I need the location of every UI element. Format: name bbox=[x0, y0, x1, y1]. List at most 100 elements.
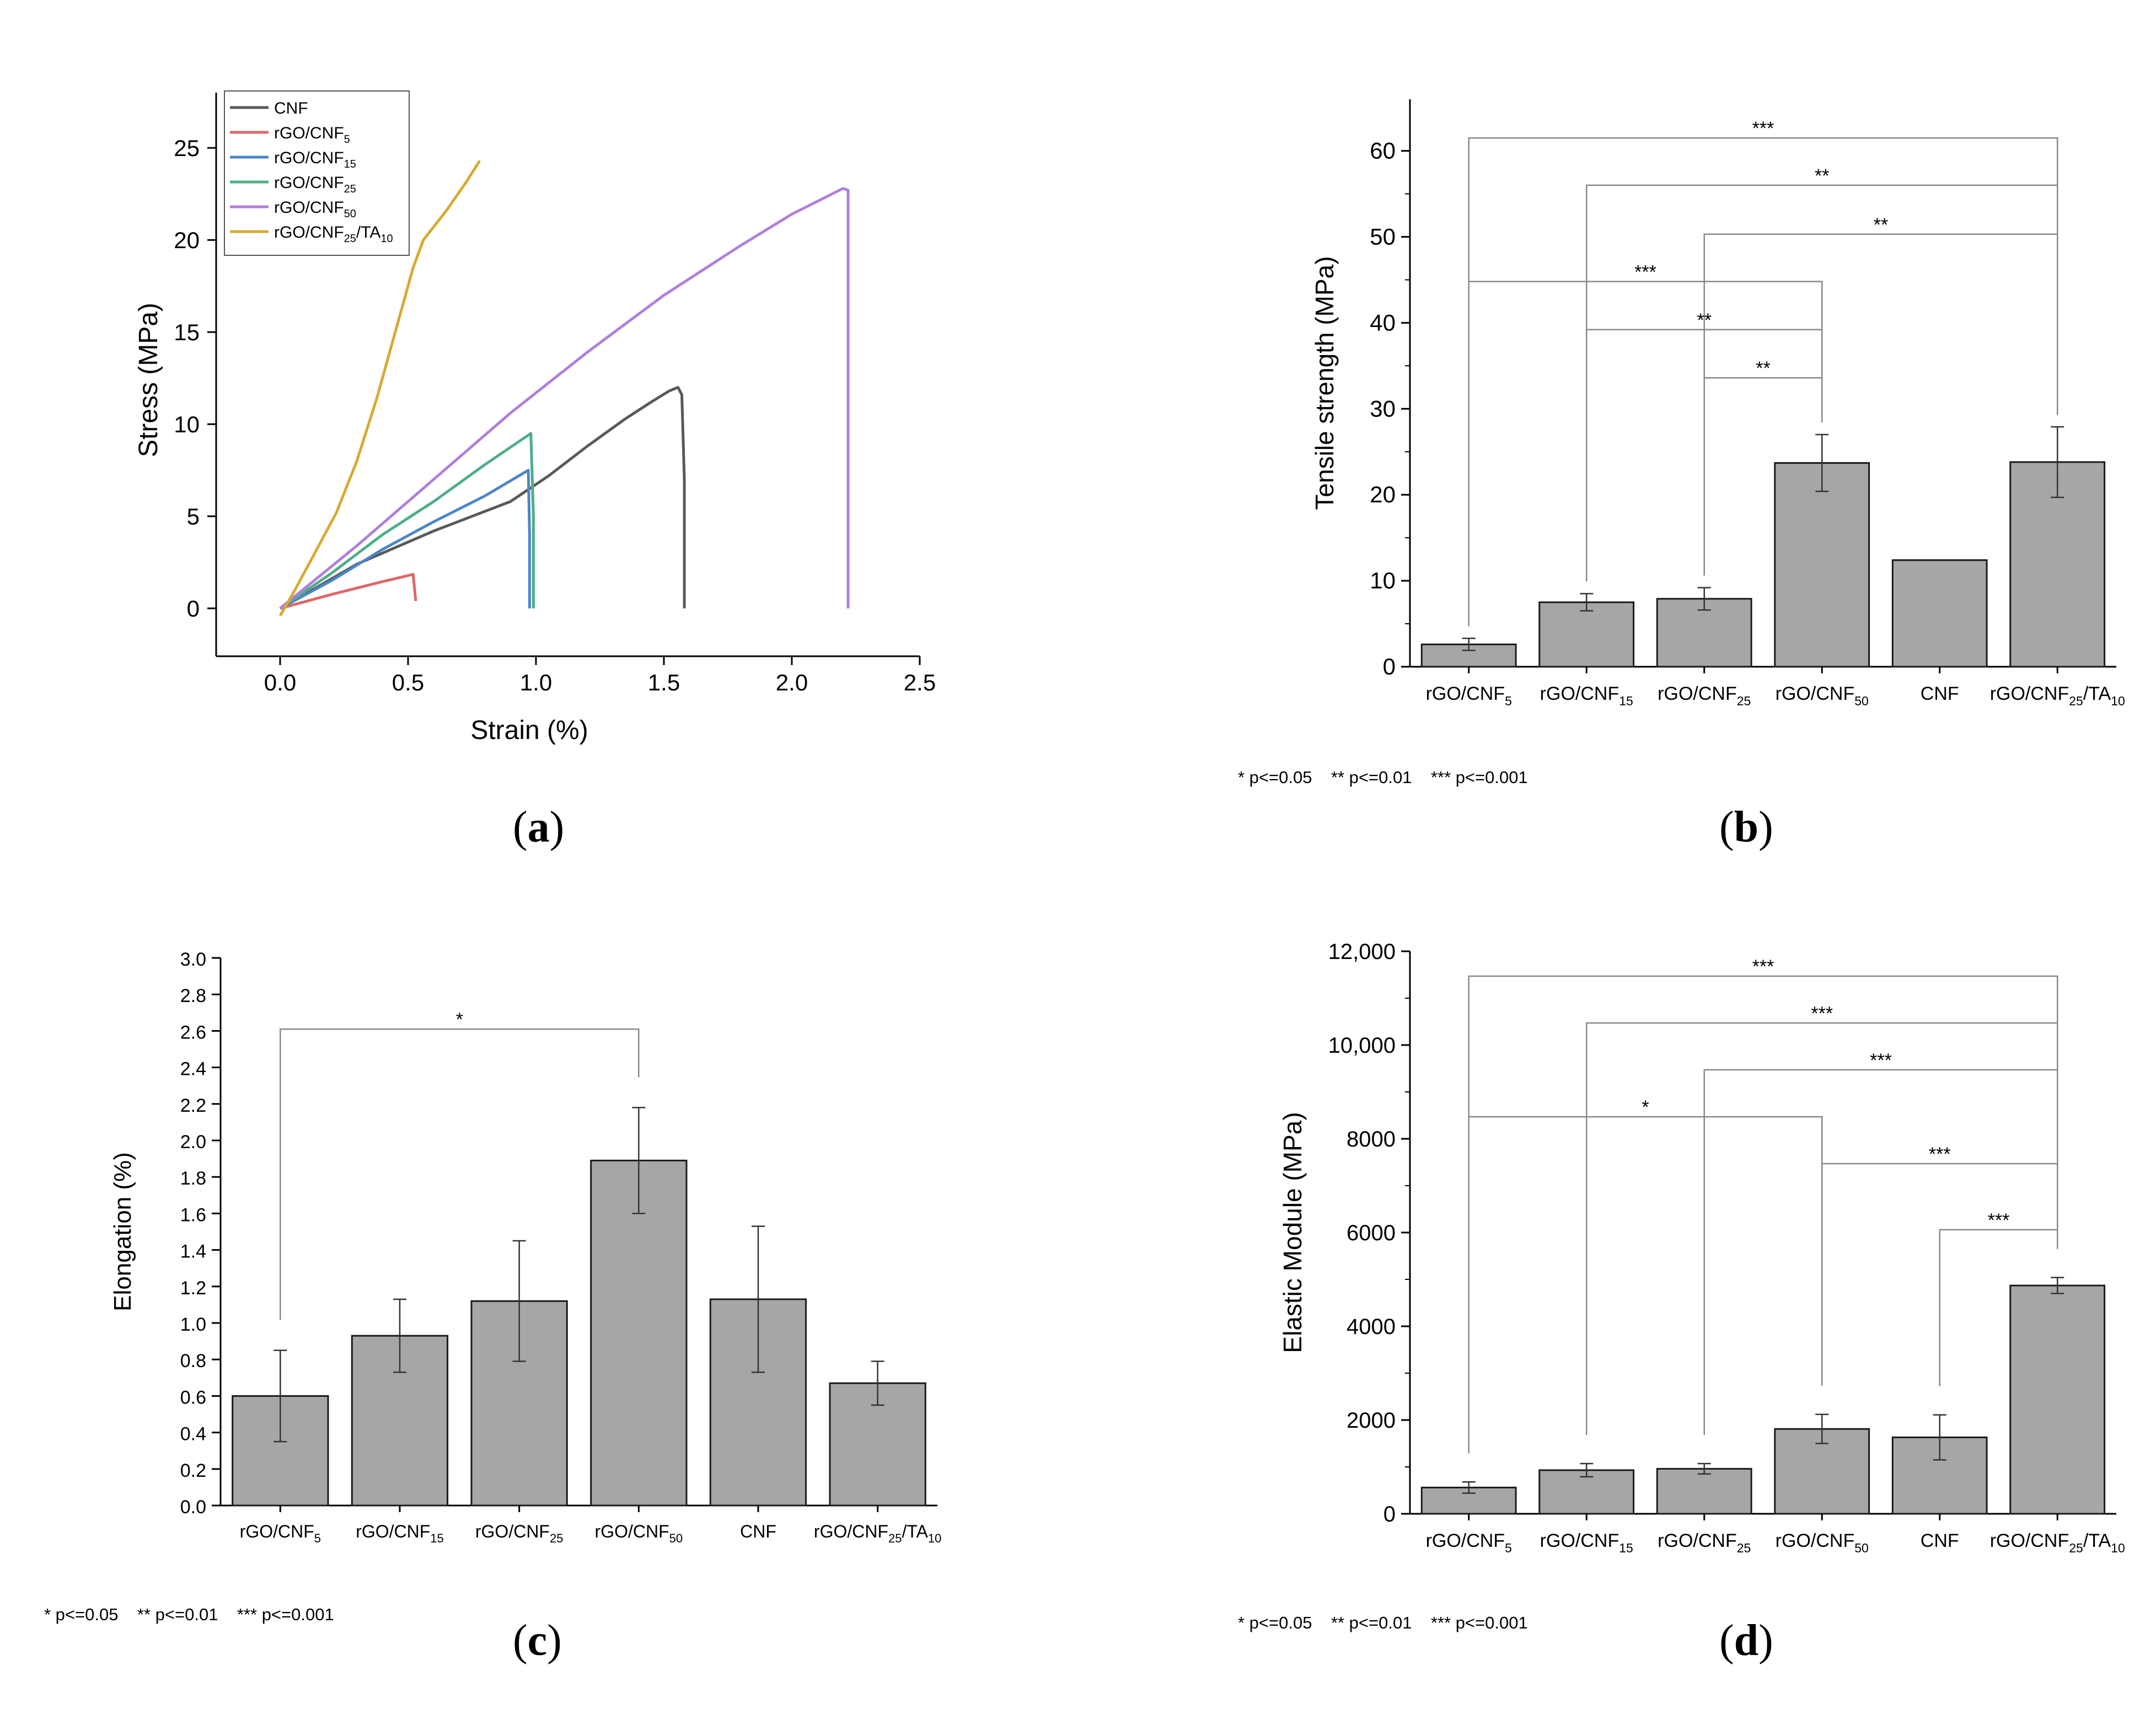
significance-bracket-3 bbox=[1468, 1116, 1823, 1454]
legend-entry-4: rGO/CNF50 bbox=[274, 199, 356, 220]
y-tick-label: 10 bbox=[1370, 567, 1396, 593]
y-tick-label: 0 bbox=[187, 596, 200, 622]
significance-label-5: ** bbox=[1756, 358, 1770, 379]
panel-b-tensile-strength-chart: 0 10 20 30 40 50 60 rGO/CNF5 rGO/CNF15 rGO/CNF25 r… bbox=[1310, 99, 2125, 708]
y-tick-label: 1.0 bbox=[180, 1314, 206, 1335]
series-line-1 bbox=[280, 572, 417, 610]
y-tick-label: 40 bbox=[1370, 309, 1396, 335]
bar-5 bbox=[2009, 1284, 2106, 1515]
y-tick-label: 10 bbox=[174, 411, 200, 437]
significance-label-2: *** bbox=[1870, 1050, 1892, 1071]
y-tick-label: 2.8 bbox=[180, 985, 206, 1006]
significance-bracket-0 bbox=[280, 1028, 640, 1320]
panel-d-elastic-module-chart: 0 2000 4000 6000 8000 10,000 12,000 rGO/CNF5 rGO… bbox=[1278, 940, 2125, 1555]
category-label-1: rGO/CNF15 bbox=[356, 1522, 444, 1545]
significance-label-4: ** bbox=[1697, 310, 1712, 331]
legend-entry-1: rGO/CNF5 bbox=[274, 124, 350, 146]
category-label-1: rGO/CNF15 bbox=[1540, 683, 1633, 708]
series-line-5 bbox=[278, 160, 481, 617]
y-tick-label: 1.2 bbox=[180, 1278, 206, 1299]
y-tick-label: 5 bbox=[187, 503, 200, 529]
legend-entry-3: rGO/CNF25 bbox=[274, 174, 356, 195]
legend-entry-2: rGO/CNF15 bbox=[274, 149, 356, 170]
bar-1 bbox=[1538, 601, 1635, 668]
y-axis-label: Elastic Module (MPa) bbox=[1278, 1112, 1307, 1353]
category-label-4: CNF bbox=[740, 1522, 776, 1541]
y-tick-label: 20 bbox=[1370, 481, 1396, 507]
series-line-3 bbox=[279, 432, 535, 610]
significance-legend-c: * p<=0.05 ** p<=0.01 *** p<=0.001 bbox=[44, 1605, 334, 1624]
x-tick-label: 1.0 bbox=[520, 669, 552, 695]
panel-label-c: (c) bbox=[513, 1616, 562, 1665]
category-label-2: rGO/CNF25 bbox=[1658, 1530, 1751, 1555]
x-axis-label: Strain (%) bbox=[470, 716, 588, 745]
significance-label-2: ** bbox=[1874, 215, 1888, 235]
significance-bracket-2 bbox=[1703, 233, 2058, 576]
y-tick-label: 0.0 bbox=[180, 1497, 206, 1518]
category-label-5: rGO/CNF25/TA10 bbox=[1990, 683, 2125, 708]
y-tick-label: 6000 bbox=[1347, 1221, 1396, 1245]
y-tick-label: 25 bbox=[174, 135, 200, 161]
y-tick-label: 2000 bbox=[1347, 1408, 1396, 1433]
significance-label-0: * bbox=[456, 1009, 463, 1030]
panel-a-stress-strain-chart: 0 5 10 15 20 25 0.0 0.5 1.0 1.5 2.0 2.5 Strain (%) St… bbox=[134, 90, 936, 745]
y-tick-label: 8000 bbox=[1347, 1127, 1396, 1151]
category-label-4: CNF bbox=[1921, 683, 1959, 704]
y-tick-label: 2.4 bbox=[180, 1059, 206, 1080]
significance-label-4: *** bbox=[1929, 1144, 1951, 1165]
category-label-4: CNF bbox=[1921, 1530, 1959, 1551]
y-tick-label: 0.2 bbox=[180, 1460, 206, 1481]
y-axis-label: Stress (MPa) bbox=[134, 303, 163, 457]
y-tick-label: 15 bbox=[174, 319, 200, 345]
panel-label-d: (d) bbox=[1719, 1616, 1773, 1665]
y-tick-label: 4000 bbox=[1347, 1315, 1396, 1339]
y-tick-label: 20 bbox=[174, 227, 200, 253]
category-label-3: rGO/CNF50 bbox=[1776, 1530, 1869, 1555]
x-tick-label: 1.5 bbox=[648, 669, 680, 695]
legend-box bbox=[224, 90, 410, 256]
significance-label-1: ** bbox=[1815, 165, 1829, 186]
category-label-3: rGO/CNF50 bbox=[595, 1522, 683, 1545]
significance-bracket-5 bbox=[1939, 1229, 2058, 1386]
significance-bracket-2 bbox=[1703, 1069, 2058, 1435]
y-tick-label: 12,000 bbox=[1328, 940, 1396, 964]
legend-entry-5: rGO/CNF25/TA10 bbox=[274, 223, 393, 245]
y-tick-label: 1.6 bbox=[180, 1204, 206, 1225]
category-label-0: rGO/CNF5 bbox=[240, 1522, 321, 1545]
category-label-2: rGO/CNF25 bbox=[1658, 683, 1751, 708]
y-tick-label: 2.6 bbox=[180, 1022, 206, 1043]
panel-c-elongation-chart: 0.0 0.2 0.4 0.6 0.8 1.0 1.2 1.4 1.6 1.8 2.0 2.2 2.4 2… bbox=[109, 949, 941, 1545]
y-tick-label: 3.0 bbox=[180, 949, 206, 970]
significance-label-3: *** bbox=[1634, 262, 1656, 283]
significance-label-0: *** bbox=[1752, 956, 1774, 977]
category-label-0: rGO/CNF5 bbox=[1426, 1530, 1512, 1555]
category-label-2: rGO/CNF25 bbox=[475, 1522, 564, 1545]
y-axis-label: Elongation (%) bbox=[109, 1152, 136, 1311]
x-tick-label: 0.5 bbox=[392, 669, 424, 695]
bar-2 bbox=[1656, 1467, 1752, 1515]
y-tick-label: 10,000 bbox=[1328, 1033, 1396, 1058]
category-label-1: rGO/CNF15 bbox=[1540, 1530, 1633, 1555]
bar-4 bbox=[1891, 559, 1988, 668]
significance-legend-d: * p<=0.05 ** p<=0.01 *** p<=0.001 bbox=[1238, 1613, 1528, 1632]
y-tick-label: 1.4 bbox=[180, 1241, 206, 1262]
significance-legend-b: * p<=0.05 ** p<=0.01 *** p<=0.001 bbox=[1238, 768, 1528, 787]
category-label-0: rGO/CNF5 bbox=[1426, 683, 1512, 708]
significance-bracket-4 bbox=[1821, 1162, 2058, 1386]
panel-label-b: (b) bbox=[1719, 803, 1773, 851]
y-tick-label: 2.0 bbox=[180, 1132, 206, 1153]
significance-bracket-5 bbox=[1703, 377, 1823, 576]
panel-label-a: (a) bbox=[513, 803, 565, 851]
bar-3 bbox=[590, 1159, 688, 1507]
y-tick-label: 0 bbox=[1383, 1502, 1396, 1526]
legend-entry-0: CNF bbox=[274, 99, 308, 117]
significance-label-1: *** bbox=[1811, 1003, 1833, 1024]
significance-label-0: *** bbox=[1752, 118, 1774, 139]
x-tick-label: 2.0 bbox=[776, 669, 808, 695]
y-tick-label: 2.2 bbox=[180, 1095, 206, 1116]
category-label-5: rGO/CNF25/TA10 bbox=[814, 1522, 941, 1545]
y-axis-label: Tensile strength (MPa) bbox=[1310, 256, 1339, 510]
category-label-3: rGO/CNF50 bbox=[1776, 683, 1869, 708]
series-line-4 bbox=[279, 187, 850, 610]
category-label-5: rGO/CNF25/TA10 bbox=[1990, 1530, 2125, 1555]
